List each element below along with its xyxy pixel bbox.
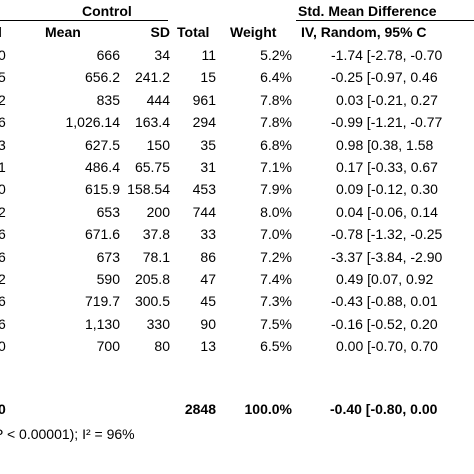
- total-row-total: 2848: [184, 401, 216, 417]
- row-sd: 80: [154, 338, 170, 354]
- total-row-lead: 0: [0, 401, 6, 417]
- smd-group-header: Std. Mean Difference: [298, 3, 437, 19]
- row-total: 15: [200, 69, 216, 85]
- row-weight: 8.0%: [260, 204, 292, 220]
- row-lead-digit: 5: [0, 69, 6, 85]
- column-header-sd: SD: [150, 24, 170, 40]
- row-total: 453: [192, 181, 216, 197]
- row-sd: 37.8: [142, 226, 170, 242]
- row-lead-digit: 0: [0, 338, 6, 354]
- row-weight: 7.2%: [260, 249, 292, 265]
- column-header-total: Total: [177, 24, 210, 40]
- row-total: 744: [192, 204, 216, 220]
- row-sd: 241.2: [134, 69, 170, 85]
- row-ci: 0.03 [-0.21, 0.27: [336, 92, 438, 108]
- row-mean: 700: [96, 338, 120, 354]
- row-mean: 615.9: [84, 181, 120, 197]
- row-lead-digit: 0: [0, 181, 6, 197]
- control-header-underline: [0, 20, 168, 21]
- row-sd: 34: [154, 47, 170, 63]
- row-sd: 444: [146, 92, 170, 108]
- row-mean: 671.6: [84, 226, 120, 242]
- row-lead-digit: 6: [0, 249, 6, 265]
- row-sd: 78.1: [142, 249, 170, 265]
- row-ci: 0.04 [-0.06, 0.14: [336, 204, 438, 220]
- row-mean: 1,130: [84, 316, 120, 332]
- row-sd: 65.75: [134, 159, 170, 175]
- column-header-prev-clipped: l: [0, 24, 2, 40]
- row-lead-digit: 2: [0, 92, 6, 108]
- row-weight: 5.2%: [260, 47, 292, 63]
- row-ci: -0.25 [-0.97, 0.46: [331, 69, 438, 85]
- row-lead-digit: 2: [0, 204, 6, 220]
- row-mean: 673: [96, 249, 120, 265]
- row-ci: 0.09 [-0.12, 0.30: [336, 181, 438, 197]
- row-sd: 163.4: [134, 114, 170, 130]
- row-lead-digit: 3: [0, 137, 6, 153]
- row-weight: 7.8%: [260, 92, 292, 108]
- row-lead-digit: 1: [0, 159, 6, 175]
- row-mean: 1,026.14: [65, 114, 121, 130]
- row-weight: 7.9%: [260, 181, 292, 197]
- row-lead-digit: 6: [0, 293, 6, 309]
- row-sd: 330: [146, 316, 170, 332]
- row-mean: 627.5: [84, 137, 120, 153]
- row-mean: 666: [96, 47, 120, 63]
- row-ci: -0.43 [-0.88, 0.01: [331, 293, 438, 309]
- row-weight: 6.4%: [260, 69, 292, 85]
- row-lead-digit: 6: [0, 226, 6, 242]
- row-weight: 7.0%: [260, 226, 292, 242]
- row-ci: -0.99 [-1.21, -0.77: [331, 114, 443, 130]
- row-total: 961: [192, 92, 216, 108]
- row-sd: 200: [146, 204, 170, 220]
- row-weight: 7.8%: [260, 114, 292, 130]
- row-sd: 158.54: [127, 181, 170, 197]
- row-ci: 0.98 [0.38, 1.58: [336, 137, 434, 153]
- row-ci: -0.16 [-0.52, 0.20: [331, 316, 438, 332]
- row-lead-digit: 2: [0, 271, 6, 287]
- row-lead-digit: 6: [0, 114, 6, 130]
- row-lead-digit: 0: [0, 47, 6, 63]
- row-total: 33: [200, 226, 216, 242]
- row-total: 31: [200, 159, 216, 175]
- row-mean: 486.4: [84, 159, 120, 175]
- row-ci: -3.37 [-3.84, -2.90: [331, 249, 443, 265]
- heterogeneity-text: P < 0.00001); I² = 96%: [0, 426, 135, 442]
- row-ci: -0.78 [-1.32, -0.25: [331, 226, 443, 242]
- row-ci: 0.49 [0.07, 0.92: [336, 271, 434, 287]
- row-weight: 7.5%: [260, 316, 292, 332]
- column-header-weight: Weight: [230, 24, 277, 40]
- row-total: 11: [201, 47, 216, 63]
- row-lead-digit: 6: [0, 316, 6, 332]
- control-group-header: Control: [82, 3, 132, 19]
- row-total: 294: [192, 114, 216, 130]
- row-ci: 0.00 [-0.70, 0.70: [336, 338, 438, 354]
- row-weight: 7.4%: [260, 271, 292, 287]
- total-row-weight: 100.0%: [244, 401, 292, 417]
- row-mean: 835: [96, 92, 120, 108]
- row-total: 35: [200, 137, 216, 153]
- column-header-mean: Mean: [45, 24, 81, 40]
- total-row-ci: -0.40 [-0.80, 0.00: [330, 401, 438, 417]
- row-mean: 653: [96, 204, 120, 220]
- row-total: 47: [200, 271, 216, 287]
- row-sd: 300.5: [134, 293, 170, 309]
- row-mean: 590: [96, 271, 120, 287]
- smd-header-underline: [296, 20, 474, 21]
- row-total: 13: [200, 338, 216, 354]
- row-sd: 150: [146, 137, 170, 153]
- row-weight: 6.8%: [260, 137, 292, 153]
- row-mean: 656.2: [84, 69, 120, 85]
- row-weight: 7.1%: [260, 159, 292, 175]
- row-total: 90: [200, 316, 216, 332]
- row-ci: -1.74 [-2.78, -0.70: [331, 47, 443, 63]
- row-sd: 205.8: [134, 271, 170, 287]
- row-weight: 7.3%: [260, 293, 292, 309]
- row-ci: 0.17 [-0.33, 0.67: [336, 159, 438, 175]
- row-total: 45: [200, 293, 216, 309]
- row-mean: 719.7: [84, 293, 120, 309]
- row-weight: 6.5%: [260, 338, 292, 354]
- row-total: 86: [200, 249, 216, 265]
- column-header-method: IV, Random, 95% C: [301, 24, 427, 40]
